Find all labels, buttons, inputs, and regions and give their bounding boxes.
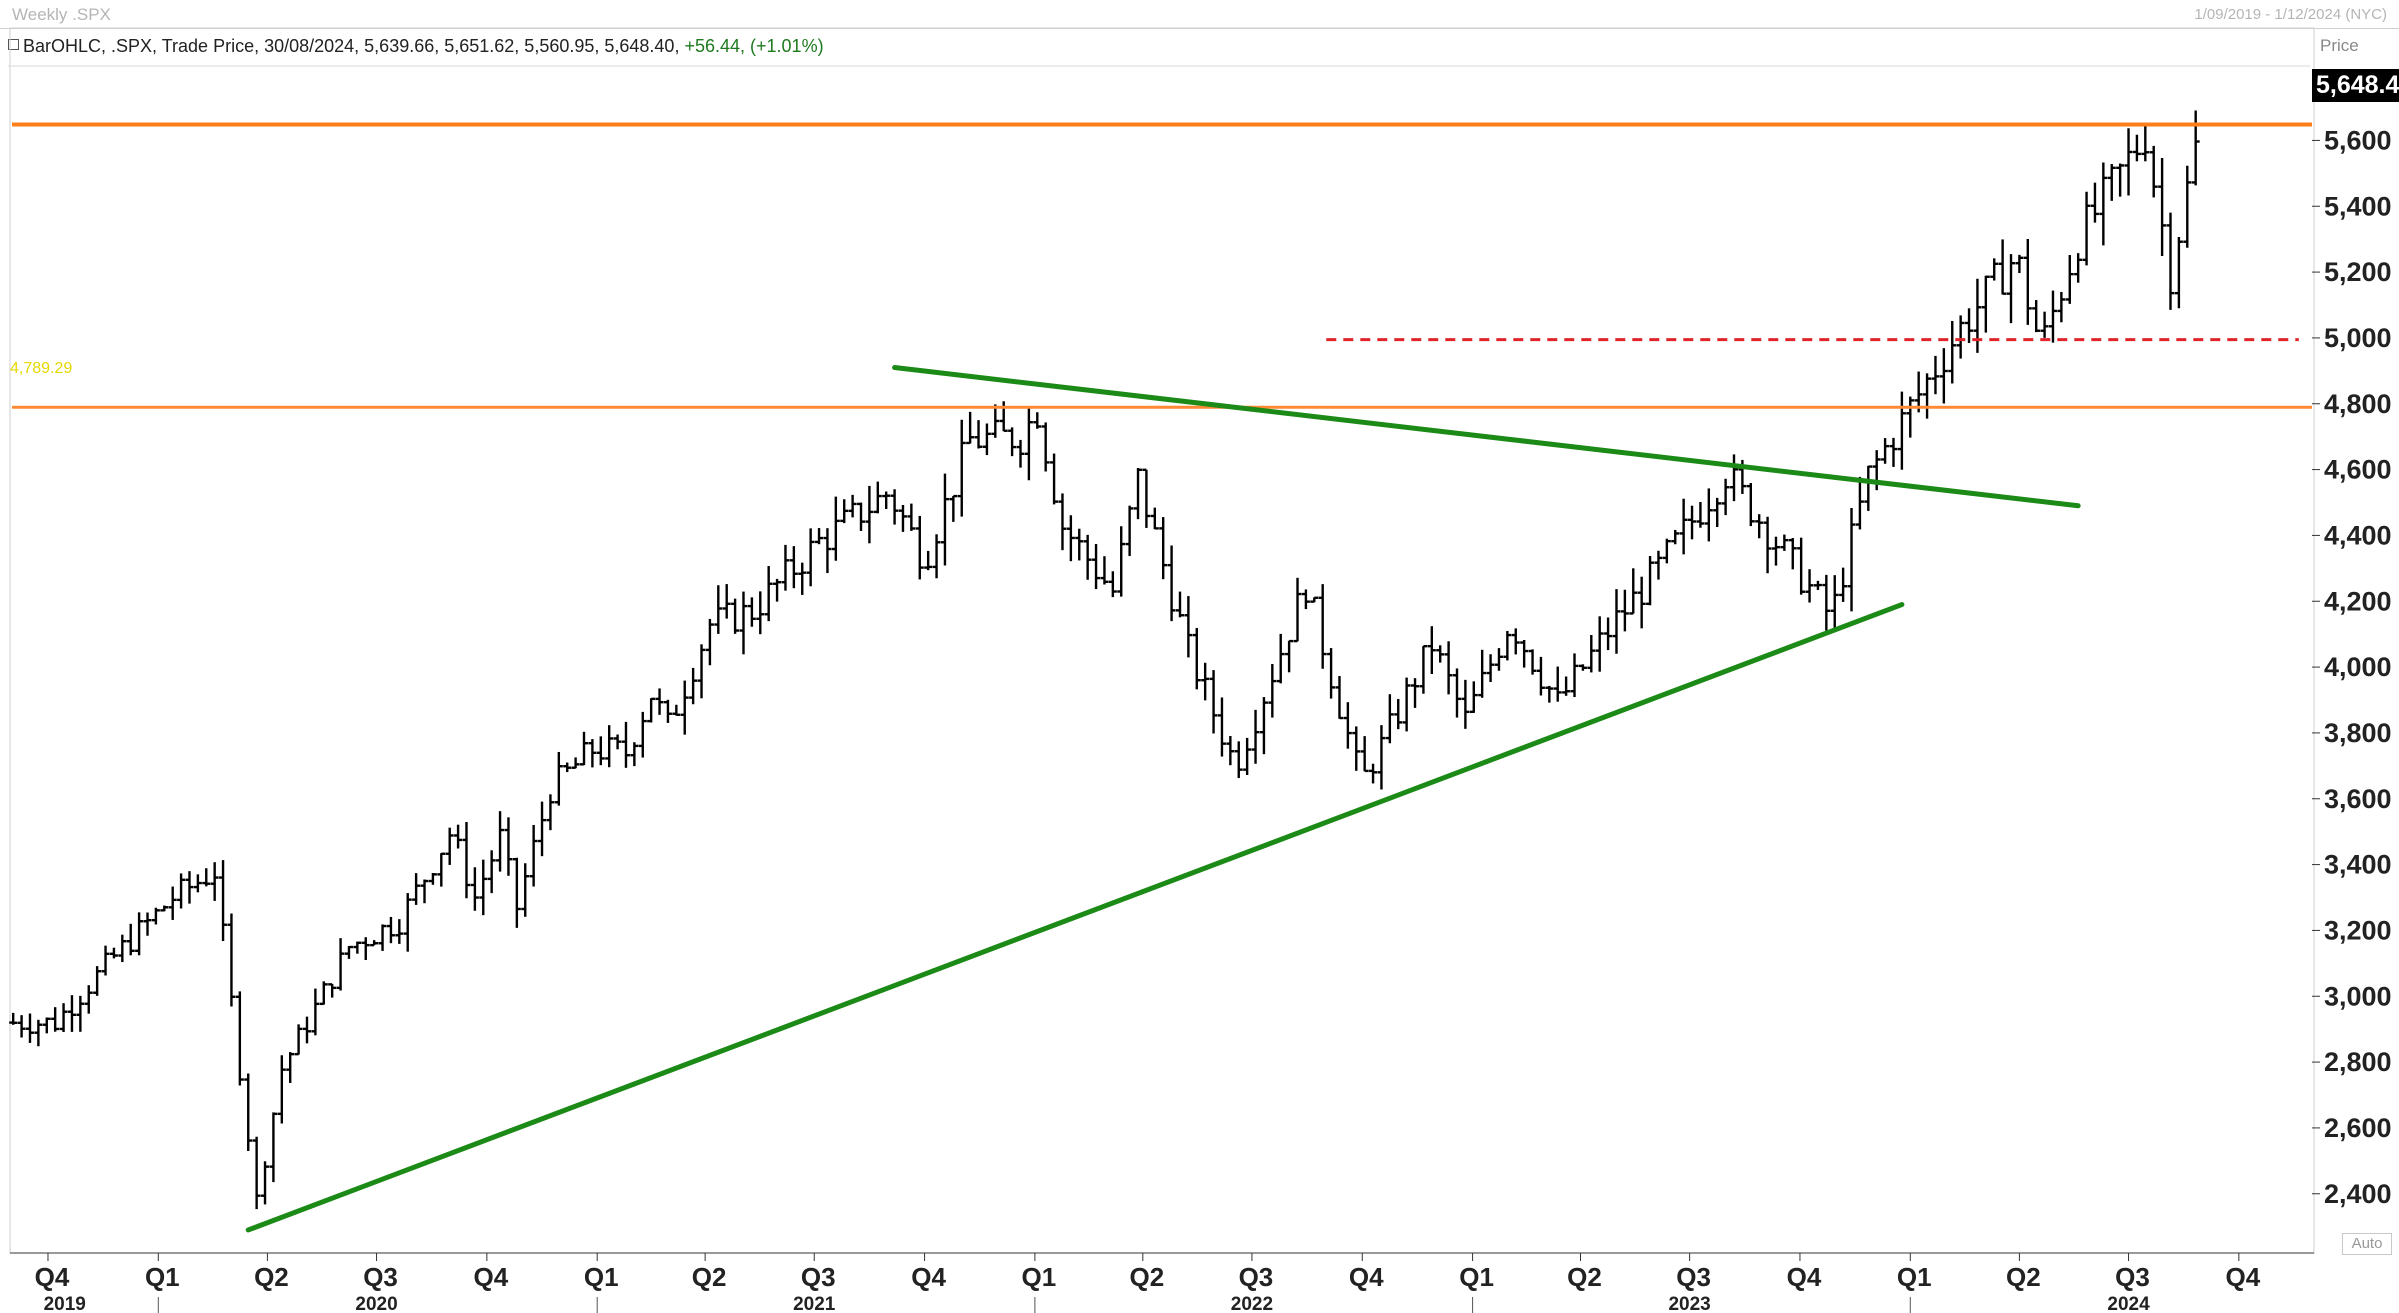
support-trend-line <box>245 602 1905 1233</box>
date-range: 1/09/2019 - 1/12/2024 (NYC) <box>2194 6 2387 23</box>
x-year-label: 2024 <box>2107 1294 2150 1313</box>
y-tick-label: 4,000 <box>2324 652 2392 682</box>
x-quarter-label: Q2 <box>1567 1262 1602 1292</box>
x-quarter-label: Q2 <box>2006 1262 2041 1292</box>
x-quarter-label: Q3 <box>1239 1262 1274 1292</box>
y-tick-label: 3,000 <box>2324 981 2392 1011</box>
y-tick-label: 4,800 <box>2324 389 2392 419</box>
series-toggle-icon[interactable] <box>8 39 19 50</box>
resistance-trend-line <box>892 365 2081 509</box>
ohlc-info: BarOHLC, .SPX, Trade Price, 30/08/2024, … <box>8 36 824 57</box>
level-label: 4,789.29 <box>10 360 73 377</box>
x-quarter-label: Q1 <box>1459 1262 1494 1292</box>
x-quarter-label: Q4 <box>474 1262 509 1292</box>
auto-scale-button[interactable]: Auto <box>2342 1233 2392 1255</box>
y-tick-label: 3,600 <box>2324 784 2392 814</box>
x-quarter-label: Q3 <box>363 1262 398 1292</box>
x-quarter-label: Q2 <box>692 1262 727 1292</box>
y-tick-label: 5,000 <box>2324 323 2392 353</box>
x-year-label: 2022 <box>1231 1294 1273 1313</box>
x-quarter-label: Q3 <box>801 1262 836 1292</box>
y-tick-label: 2,800 <box>2324 1047 2392 1077</box>
x-quarter-label: Q1 <box>1897 1262 1932 1292</box>
x-quarter-label: Q1 <box>145 1262 180 1292</box>
x-quarter-label: Q4 <box>1349 1262 1384 1292</box>
y-tick-label: 5,400 <box>2324 191 2392 221</box>
y-tick-label: 5,200 <box>2324 257 2392 287</box>
y-tick-label: 3,200 <box>2324 915 2392 945</box>
x-year-label: 2019 <box>44 1294 86 1313</box>
x-quarter-label: Q4 <box>2226 1262 2261 1292</box>
y-tick-label: 4,400 <box>2324 520 2392 550</box>
plot-frame <box>9 27 2315 1254</box>
x-year-label: 2023 <box>1668 1294 1710 1313</box>
x-quarter-label: Q3 <box>1676 1262 1711 1292</box>
x-quarter-label: Q3 <box>2115 1262 2150 1292</box>
y-tick-label: 4,200 <box>2324 586 2392 616</box>
ohlc-values: BarOHLC, .SPX, Trade Price, 30/08/2024, … <box>23 36 680 56</box>
x-quarter-label: Q4 <box>911 1262 946 1292</box>
price-change: +56.44, (+1.01%) <box>684 36 824 56</box>
y-tick-label: 2,400 <box>2324 1179 2392 1209</box>
last-price-label: 5,648.40 <box>2312 69 2399 102</box>
y-tick-label: 3,800 <box>2324 718 2392 748</box>
y-tick-label: 5,600 <box>2324 125 2392 155</box>
x-year-label: 2020 <box>355 1294 397 1313</box>
x-year-label: 2021 <box>793 1294 836 1313</box>
y-tick-label: 4,600 <box>2324 455 2392 485</box>
x-quarter-label: Q1 <box>1022 1262 1057 1292</box>
x-quarter-label: Q4 <box>1787 1262 1822 1292</box>
x-quarter-label: Q4 <box>35 1262 70 1292</box>
price-axis-title: Price <box>2320 36 2359 55</box>
chart-title: Weekly .SPX <box>12 5 111 24</box>
y-tick-label: 2,600 <box>2324 1113 2392 1143</box>
x-quarter-label: Q1 <box>584 1262 619 1292</box>
x-quarter-label: Q2 <box>254 1262 289 1292</box>
x-quarter-label: Q2 <box>1129 1262 1164 1292</box>
y-tick-label: 3,400 <box>2324 850 2392 880</box>
